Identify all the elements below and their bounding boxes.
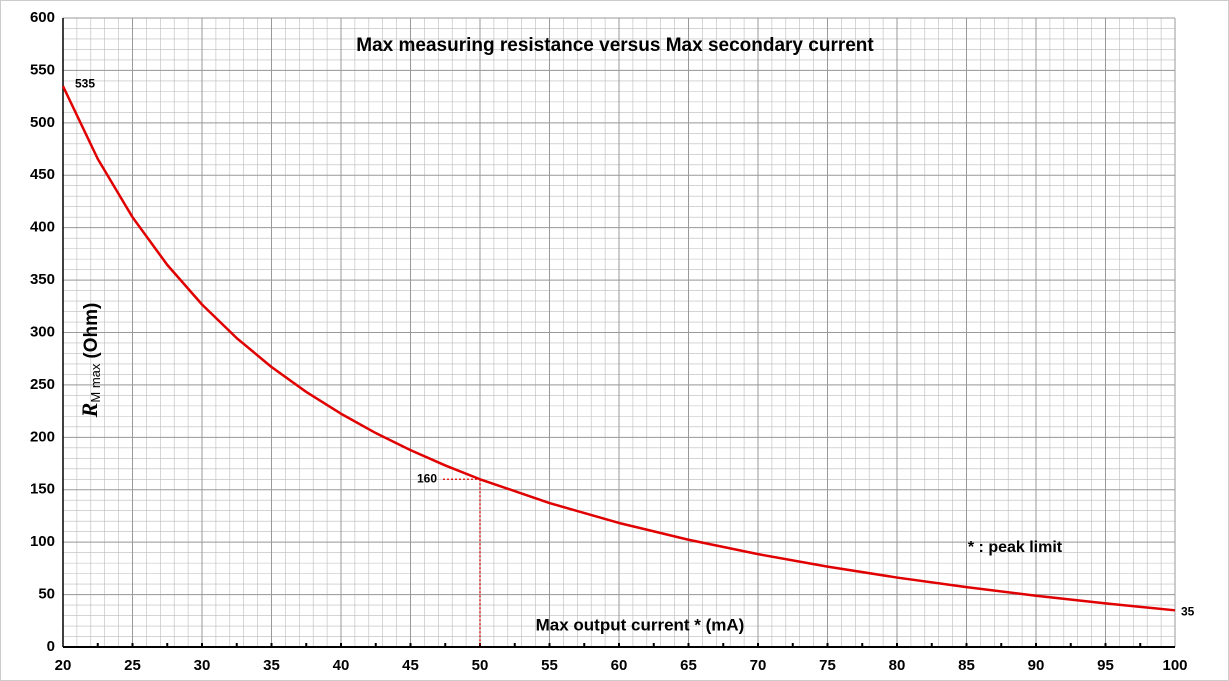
x-tick-label: 70: [750, 657, 767, 674]
x-tick-label: 60: [611, 657, 628, 674]
y-tick-label: 250: [30, 376, 55, 393]
x-tick-label: 20: [55, 657, 72, 674]
x-tick-label: 95: [1097, 657, 1114, 674]
y-tick-label: 150: [30, 481, 55, 498]
y-axis-label: RM max (Ohm): [77, 303, 103, 419]
x-tick-label: 75: [819, 657, 836, 674]
y-tick-label: 0: [47, 638, 55, 655]
note: * : peak limit: [968, 539, 1063, 556]
y-tick-label: 100: [30, 533, 55, 550]
y-tick-label: 450: [30, 166, 55, 183]
y-tick-label: 350: [30, 271, 55, 288]
line-series: [61, 85, 1176, 612]
x-tick-label: 25: [124, 657, 141, 674]
x-tick-label: 35: [263, 657, 280, 674]
x-tick-label: 30: [194, 657, 211, 674]
y-tick-label: 550: [30, 61, 55, 78]
y-tick-label: 300: [30, 323, 55, 340]
x-tick-label: 90: [1028, 657, 1045, 674]
y-label-unit: (Ohm): [81, 303, 102, 359]
reference-label: 160: [417, 471, 437, 485]
data-label: 35: [1181, 604, 1195, 618]
y-tick-label: 200: [30, 428, 55, 445]
y-label-sub: M max: [88, 363, 103, 403]
y-tick-label: 500: [30, 114, 55, 131]
y-tick-label: 50: [38, 586, 55, 603]
x-tick-label: 45: [402, 657, 419, 674]
y-tick-label: 600: [30, 9, 55, 26]
y-label-main: R: [77, 403, 102, 419]
data-label: 535: [75, 76, 95, 90]
y-tick-label: 400: [30, 219, 55, 236]
x-tick-label: 40: [333, 657, 350, 674]
x-tick-label: 80: [889, 657, 906, 674]
x-tick-label: 65: [680, 657, 697, 674]
x-tick-label: 50: [472, 657, 489, 674]
chart-title: Max measuring resistance versus Max seco…: [356, 35, 874, 56]
x-tick-label: 85: [958, 657, 975, 674]
x-tick-label: 55: [541, 657, 558, 674]
x-axis-label: Max output current * (mA): [536, 615, 745, 634]
x-tick-label: 100: [1162, 657, 1187, 674]
